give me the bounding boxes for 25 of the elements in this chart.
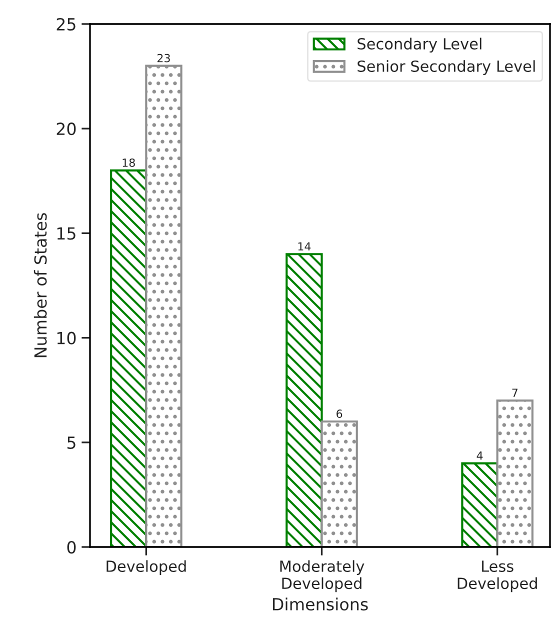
- data-label: 18: [122, 158, 135, 167]
- data-label: 7: [512, 388, 518, 397]
- bar: [496, 400, 534, 547]
- bar: [110, 169, 148, 547]
- y-tick-label: 10: [57, 332, 76, 344]
- data-label: 14: [298, 242, 311, 250]
- x-tick-label: Developed: [106, 560, 186, 575]
- legend-label: Secondary Level: [358, 38, 482, 53]
- legend-label: Senior Secondary Level: [358, 60, 535, 75]
- x-axis-title: Dimensions: [273, 598, 368, 611]
- x-tick-label: Less Developed: [458, 560, 537, 592]
- bar: [461, 462, 498, 547]
- bar: [145, 64, 182, 547]
- y-axis-title: Number of States: [34, 213, 47, 358]
- y-tick-label: 25: [56, 18, 76, 31]
- bar: [286, 253, 323, 547]
- data-label: 23: [157, 54, 170, 62]
- y-tick-label: 0: [67, 540, 76, 554]
- data-label: 4: [476, 452, 483, 460]
- y-tick-label: 5: [67, 436, 76, 449]
- y-tick-label: 15: [57, 227, 76, 240]
- bar: [320, 420, 358, 547]
- data-label: 6: [336, 410, 342, 418]
- y-tick-label: 20: [56, 122, 76, 136]
- x-tick-label: Moderately Developed: [280, 560, 364, 592]
